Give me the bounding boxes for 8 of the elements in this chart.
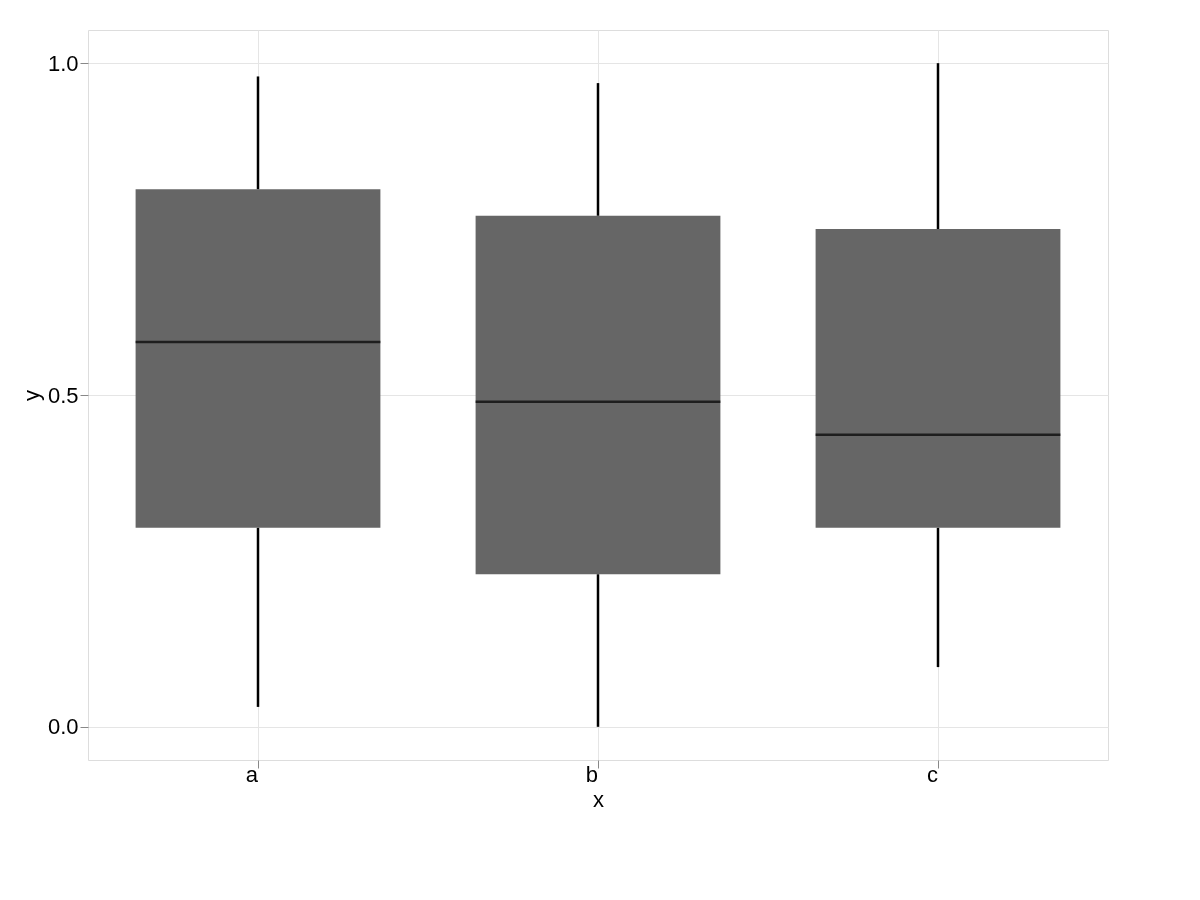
y-axis-title: y — [18, 390, 44, 401]
x-tick-label: b — [585, 761, 598, 787]
x-tick-label: c — [927, 761, 938, 787]
x-axis-title: x — [593, 786, 604, 812]
y-tick-label: 0.0 — [47, 714, 79, 740]
y-tick-label: 0.5 — [47, 382, 79, 408]
x-tick-label: a — [245, 761, 259, 787]
y-tick-label: 1.0 — [47, 50, 79, 76]
